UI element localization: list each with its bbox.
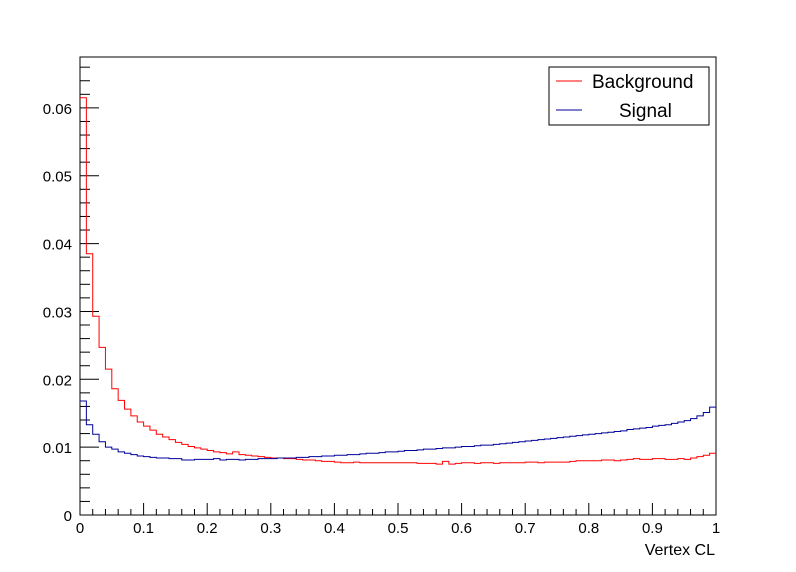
x-tick-label: 1 <box>712 520 720 537</box>
legend-label-signal: Signal <box>619 101 672 122</box>
x-tick-label: 0.6 <box>451 520 472 537</box>
y-axis-ticks: 0 0.01 0.02 0.03 0.04 0.05 0.06 <box>43 101 99 525</box>
x-tick-label: 0 <box>76 520 84 537</box>
y-tick-label: 0.01 <box>43 440 72 457</box>
y-tick-label: 0.05 <box>43 169 72 186</box>
x-tick-label: 0.2 <box>197 520 218 537</box>
x-tick-label: 0.4 <box>324 520 345 537</box>
x-tick-label: 0.7 <box>515 520 536 537</box>
y-tick-label: 0.04 <box>43 237 72 254</box>
x-tick-label: 0.9 <box>642 520 663 537</box>
y-minor-ticks <box>80 66 90 502</box>
series-line-background <box>80 97 716 465</box>
legend-label-background: Background <box>592 72 693 93</box>
y-tick-label: 0 <box>64 508 72 525</box>
y-tick-label: 0.03 <box>43 304 72 321</box>
x-tick-label: 0.8 <box>578 520 599 537</box>
y-tick-label: 0.02 <box>43 372 72 389</box>
legend: Background Signal <box>548 66 710 126</box>
x-axis-ticks: 0 0.1 0.2 0.3 0.4 0.5 0.6 0.7 0.8 0.9 1 <box>76 503 720 537</box>
legend-box <box>548 66 710 126</box>
series-line-signal <box>80 400 716 461</box>
x-tick-label: 0.5 <box>388 520 409 537</box>
x-axis-label: Vertex CL <box>645 542 715 559</box>
y-tick-label: 0.06 <box>43 101 72 118</box>
x-tick-label: 0.1 <box>133 520 154 537</box>
series-layer <box>80 97 716 465</box>
x-tick-label: 0.3 <box>260 520 281 537</box>
